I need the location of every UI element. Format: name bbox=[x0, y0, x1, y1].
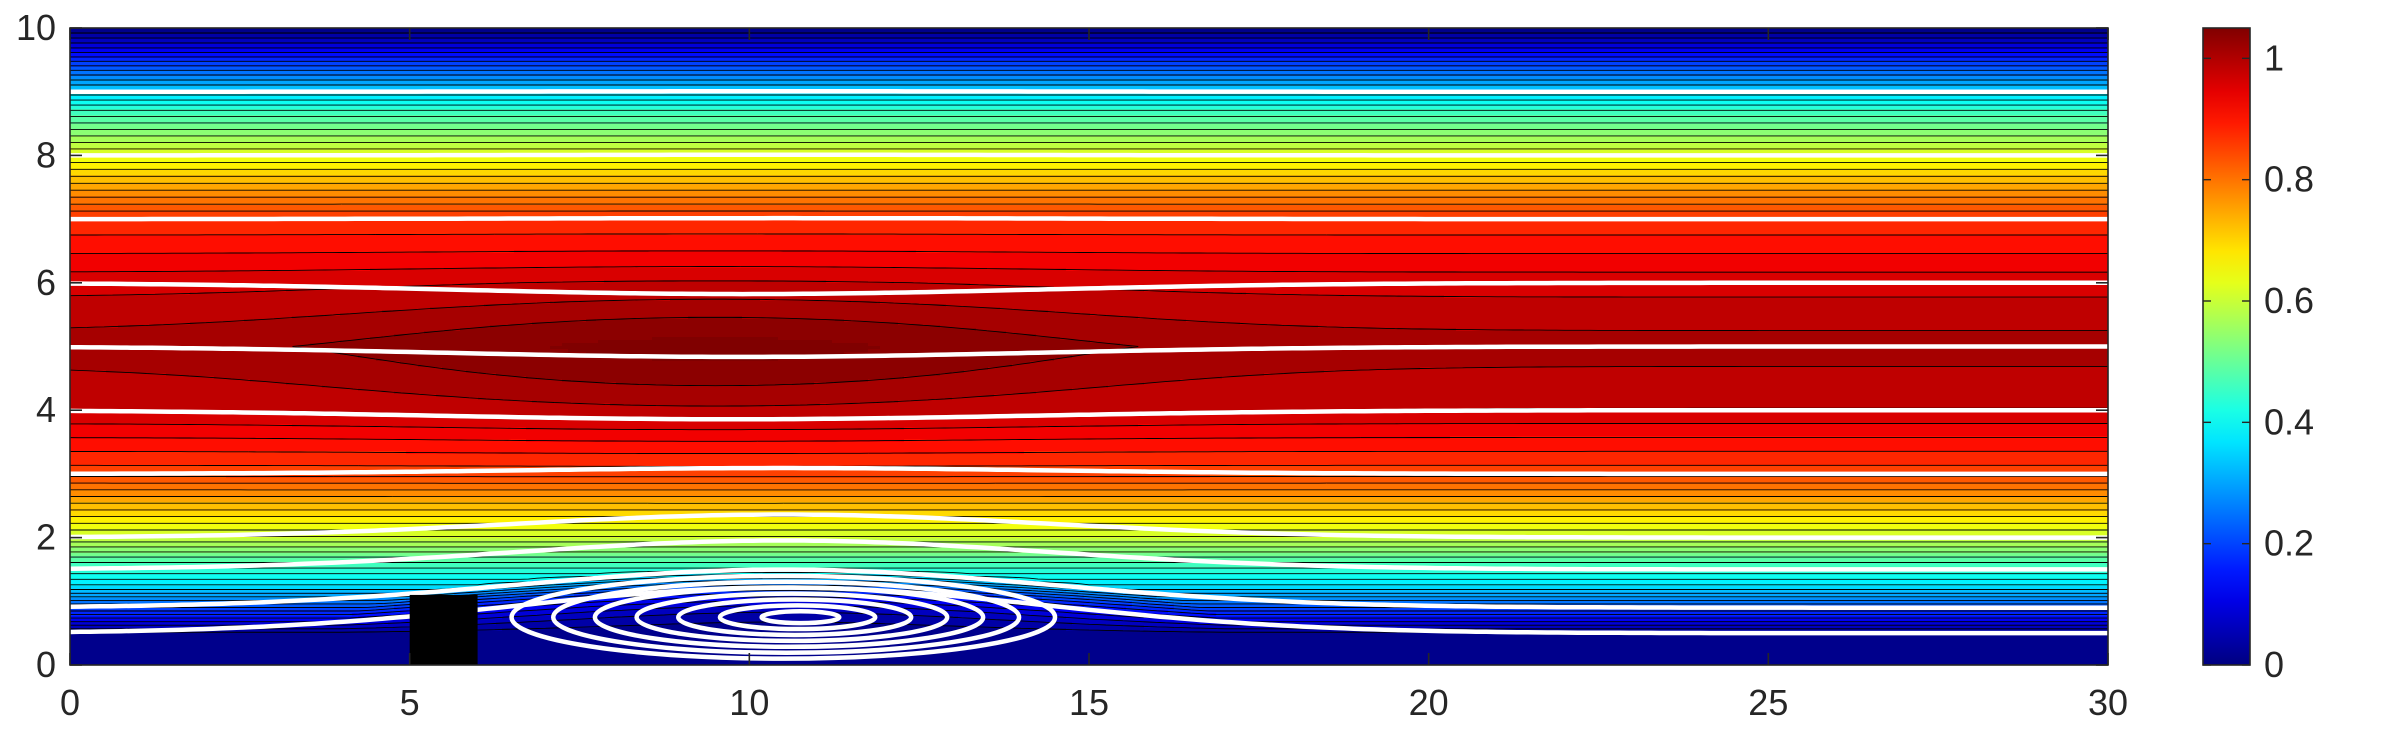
x-tick-label: 0 bbox=[60, 682, 80, 723]
y-tick-label: 0 bbox=[36, 644, 56, 685]
colorbar: 0 0.2 0.4 0.6 0.8 1 bbox=[2203, 28, 2314, 685]
x-tick-label: 5 bbox=[400, 682, 420, 723]
x-tick-label: 30 bbox=[2088, 682, 2128, 723]
x-tick-label: 10 bbox=[729, 682, 769, 723]
colorbar-tick-label: 0.4 bbox=[2264, 401, 2314, 442]
colorbar-bar bbox=[2203, 28, 2250, 665]
y-tick-label: 4 bbox=[36, 389, 56, 430]
x-tick-label: 15 bbox=[1069, 682, 1109, 723]
colorbar-tick-label: 0.6 bbox=[2264, 280, 2314, 321]
colorbar-tick-label: 0.8 bbox=[2264, 159, 2314, 200]
plot-area bbox=[70, 28, 2111, 668]
streamline bbox=[70, 155, 2108, 156]
colorbar-tick-label: 0.2 bbox=[2264, 523, 2314, 564]
obstacle bbox=[410, 595, 478, 665]
x-tick-label: 25 bbox=[1748, 682, 1788, 723]
colorbar-tick-label: 1 bbox=[2264, 37, 2284, 78]
streamline bbox=[70, 218, 2108, 219]
y-tick-label: 8 bbox=[36, 134, 56, 175]
y-tick-label: 10 bbox=[16, 7, 56, 48]
x-tick-label: 20 bbox=[1409, 682, 1449, 723]
y-tick-label: 2 bbox=[36, 517, 56, 558]
colorbar-tick-label: 0 bbox=[2264, 644, 2284, 685]
y-tick-label: 6 bbox=[36, 262, 56, 303]
